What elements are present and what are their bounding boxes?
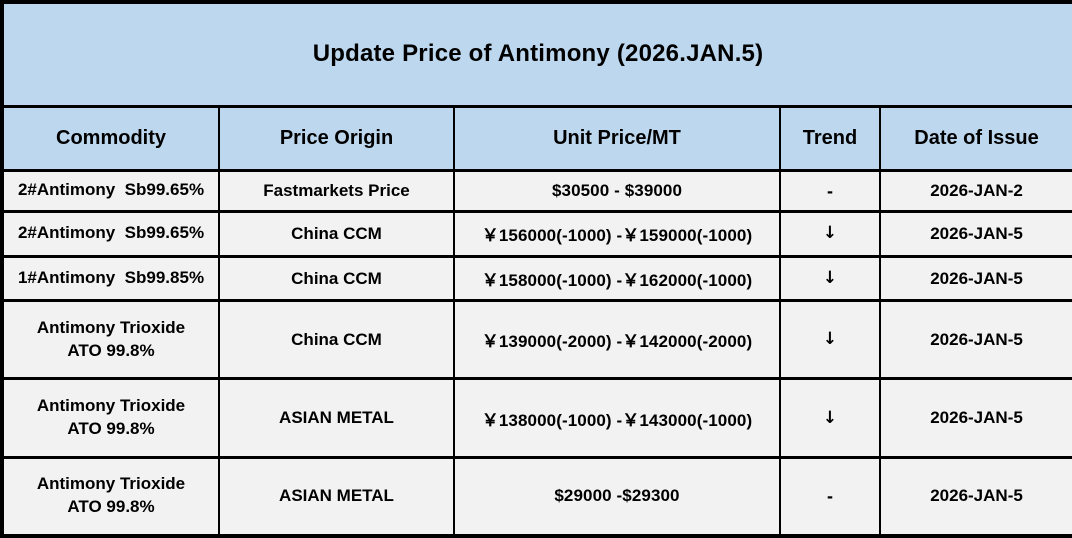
table-row: 2#Antimony Sb99.65% Fastmarkets Price $3…: [1, 168, 1072, 213]
price-origin-cell: China CCM: [218, 299, 455, 381]
date-of-issue-cell: 2026-JAN-5: [878, 254, 1072, 303]
trend-down-arrow: ↓: [779, 254, 881, 303]
table-row: 2#Antimony Sb99.65% China CCM ￥156000(-1…: [1, 209, 1072, 258]
title-row: Update Price of Antimony (2026.JAN.5): [0, 0, 1072, 108]
price-origin-cell: Fastmarkets Price: [218, 168, 455, 213]
commodity-cell: Antimony Trioxide ATO 99.8%: [1, 299, 220, 381]
unit-price-cell: ￥139000(-2000) -￥142000(-2000): [453, 299, 781, 381]
column-header-date-of-issue: Date of Issue: [878, 104, 1072, 172]
unit-price-cell: $29000 -$29300: [453, 455, 781, 538]
date-of-issue-cell: 2026-JAN-2: [878, 168, 1072, 213]
commodity-cell: 1#Antimony Sb99.85%: [1, 254, 220, 303]
unit-price-cell: $30500 - $39000: [453, 168, 781, 213]
table-row: 1#Antimony Sb99.85% China CCM ￥158000(-1…: [1, 254, 1072, 303]
date-of-issue-cell: 2026-JAN-5: [878, 299, 1072, 381]
date-of-issue-cell: 2026-JAN-5: [878, 209, 1072, 258]
unit-price-cell: ￥138000(-1000) -￥143000(-1000): [453, 377, 781, 459]
trend-value: -: [779, 168, 881, 213]
commodity-cell: Antimony Trioxide ATO 99.8%: [1, 455, 220, 538]
trend-down-arrow: ↓: [779, 377, 881, 459]
column-header-commodity: Commodity: [1, 104, 220, 172]
trend-down-arrow: ↓: [779, 209, 881, 258]
price-origin-cell: ASIAN METAL: [218, 455, 455, 538]
table-row: Antimony Trioxide ATO 99.8% ASIAN METAL …: [1, 377, 1072, 459]
price-origin-cell: ASIAN METAL: [218, 377, 455, 459]
price-origin-cell: China CCM: [218, 254, 455, 303]
unit-price-cell: ￥158000(-1000) -￥162000(-1000): [453, 254, 781, 303]
unit-price-cell: ￥156000(-1000) -￥159000(-1000): [453, 209, 781, 258]
header-row: Commodity Price Origin Unit Price/MT Tre…: [1, 104, 1072, 172]
column-header-unit-price: Unit Price/MT: [453, 104, 781, 172]
trend-value: -: [779, 455, 881, 538]
commodity-cell: 2#Antimony Sb99.65%: [1, 209, 220, 258]
table-row: Antimony Trioxide ATO 99.8% China CCM ￥1…: [1, 299, 1072, 381]
commodity-cell: Antimony Trioxide ATO 99.8%: [1, 377, 220, 459]
report-title: Update Price of Antimony (2026.JAN.5): [0, 0, 1072, 108]
column-header-trend: Trend: [779, 104, 881, 172]
trend-down-arrow: ↓: [779, 299, 881, 381]
price-origin-cell: China CCM: [218, 209, 455, 258]
column-header-price-origin: Price Origin: [218, 104, 455, 172]
table-row: Antimony Trioxide ATO 99.8% ASIAN METAL …: [1, 455, 1072, 538]
date-of-issue-cell: 2026-JAN-5: [878, 377, 1072, 459]
commodity-cell: 2#Antimony Sb99.65%: [1, 168, 220, 213]
date-of-issue-cell: 2026-JAN-5: [878, 455, 1072, 538]
